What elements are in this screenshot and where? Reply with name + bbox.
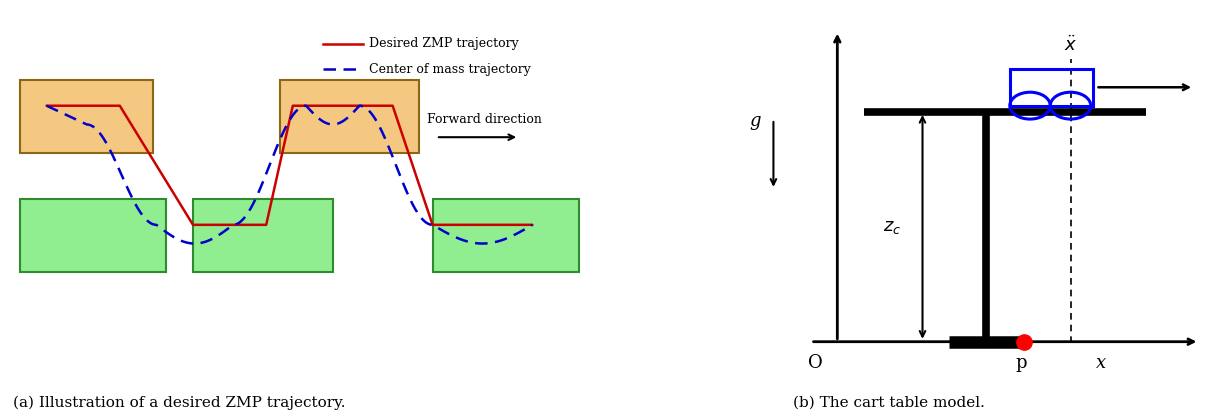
Bar [19, 80, 152, 153]
Text: p: p [1015, 354, 1027, 372]
Bar [192, 199, 333, 272]
Bar [1010, 68, 1093, 106]
Text: (b) The cart table model.: (b) The cart table model. [794, 395, 985, 410]
Text: g: g [749, 112, 761, 130]
Bar [19, 199, 166, 272]
Text: Forward direction: Forward direction [427, 113, 542, 126]
Text: $z_c$: $z_c$ [882, 218, 900, 236]
Text: $\ddot{x}$: $\ddot{x}$ [1064, 36, 1077, 56]
Text: Desired ZMP trajectory: Desired ZMP trajectory [369, 37, 519, 50]
Bar [433, 199, 578, 272]
Text: O: O [808, 354, 823, 372]
Text: x: x [1095, 354, 1106, 372]
Text: Center of mass trajectory: Center of mass trajectory [369, 63, 531, 76]
Bar [280, 80, 419, 153]
Text: (a) Illustration of a desired ZMP trajectory.: (a) Illustration of a desired ZMP trajec… [13, 395, 345, 410]
